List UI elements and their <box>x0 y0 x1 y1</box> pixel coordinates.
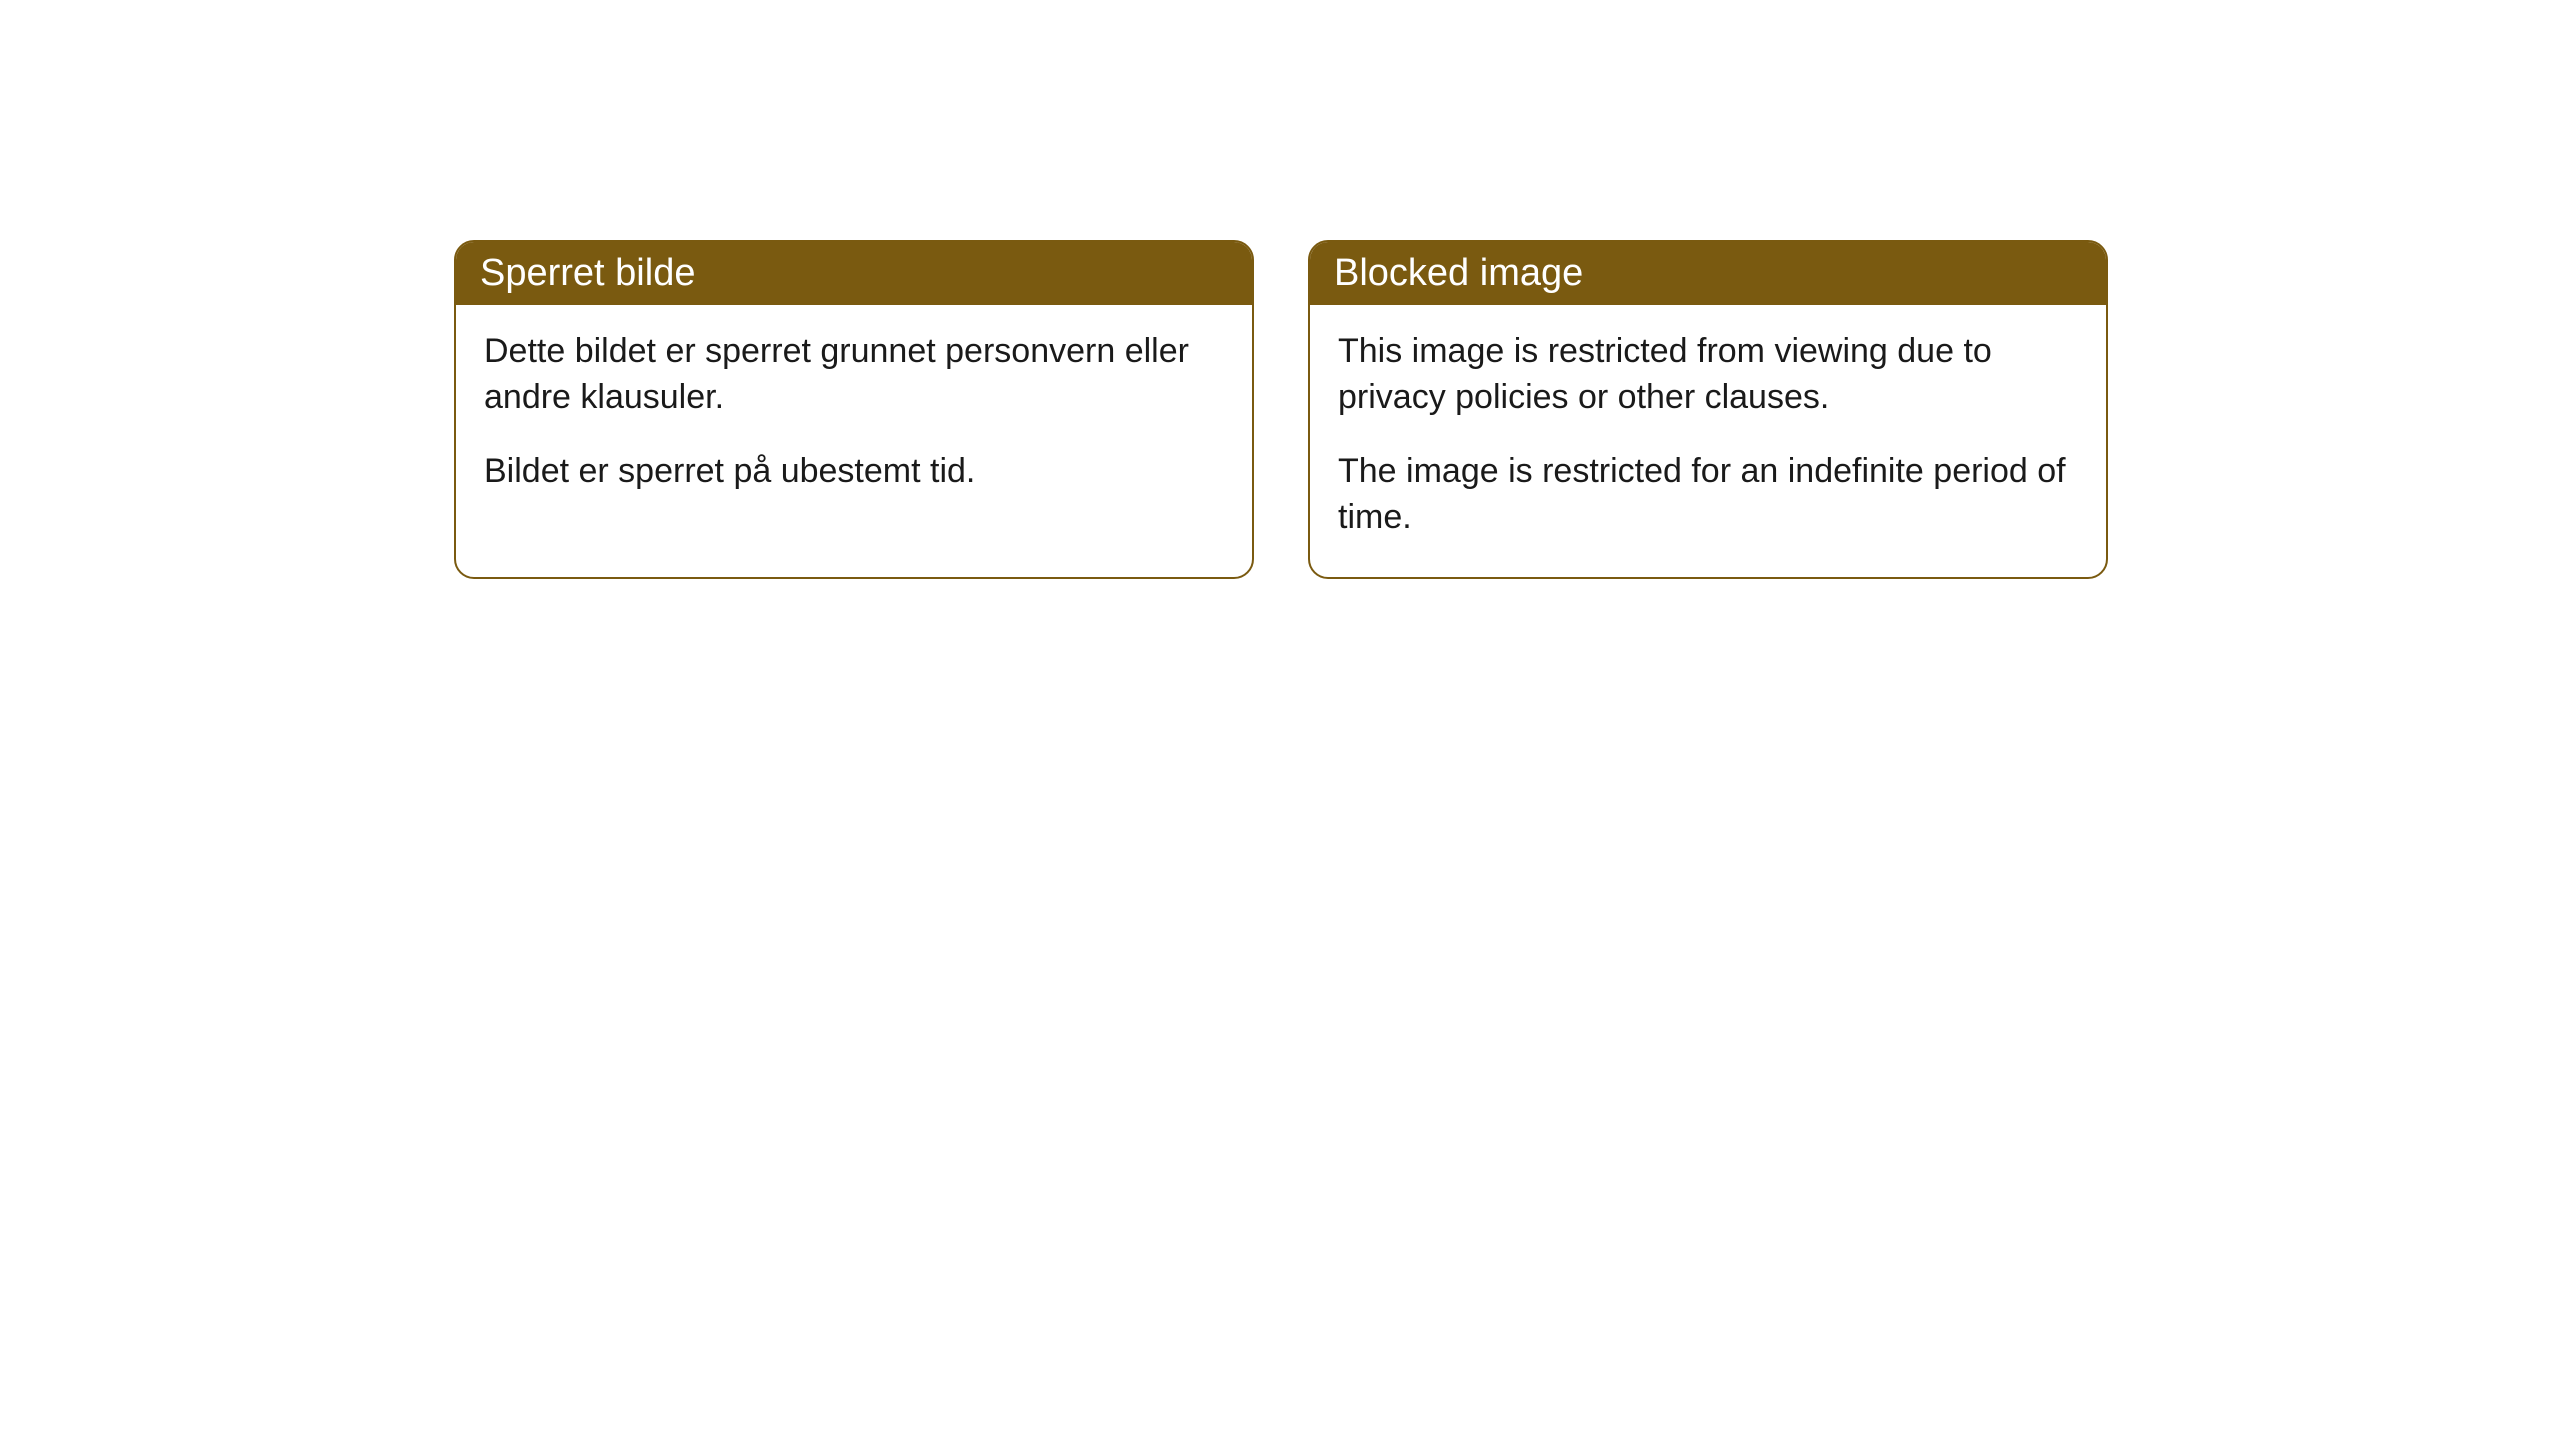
card-title: Sperret bilde <box>480 252 695 294</box>
notice-paragraph-2: Bildet er sperret på ubestemt tid. <box>484 449 1224 495</box>
notice-paragraph-1: This image is restricted from viewing du… <box>1338 329 2078 421</box>
card-header: Sperret bilde <box>456 242 1252 305</box>
card-body: Dette bildet er sperret grunnet personve… <box>456 305 1252 531</box>
notice-paragraph-2: The image is restricted for an indefinit… <box>1338 449 2078 541</box>
blocked-image-card-english: Blocked image This image is restricted f… <box>1308 240 2108 579</box>
notice-paragraph-1: Dette bildet er sperret grunnet personve… <box>484 329 1224 421</box>
card-title: Blocked image <box>1334 252 1583 294</box>
card-body: This image is restricted from viewing du… <box>1310 305 2106 577</box>
notice-container: Sperret bilde Dette bildet er sperret gr… <box>0 0 2560 579</box>
card-header: Blocked image <box>1310 242 2106 305</box>
blocked-image-card-norwegian: Sperret bilde Dette bildet er sperret gr… <box>454 240 1254 579</box>
